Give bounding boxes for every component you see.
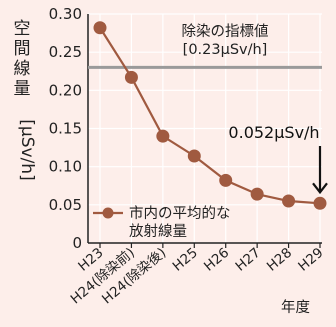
data-point (93, 21, 107, 35)
reference-value-label: [0.23μSv/h] (183, 42, 268, 58)
y-axis-title-char: 間 (14, 39, 31, 59)
y-tick-label: 0.25 (49, 43, 82, 61)
x-axis-title: 年度 (281, 299, 310, 316)
legend-label: 市内の平均的な (129, 205, 231, 222)
y-axis-title-char: 線 (14, 59, 31, 79)
y-tick-label: 0.05 (49, 196, 82, 214)
y-tick-label: 0.30 (49, 5, 82, 23)
data-point (282, 194, 296, 208)
y-tick-label: 0.10 (49, 158, 82, 176)
y-axis-title-char: 空 (14, 19, 31, 39)
legend-label-line2: 放射線量 (129, 223, 187, 240)
series-layer (93, 21, 327, 210)
y-axis-unit: [μSv/h] (17, 119, 37, 180)
legend-marker (102, 207, 114, 219)
data-point (313, 196, 327, 210)
data-point (250, 187, 264, 201)
data-point (124, 70, 138, 84)
y-axis-title-char: 量 (14, 79, 31, 99)
grid-layer (88, 13, 322, 243)
data-point (187, 149, 201, 163)
y-tick-label: 0 (72, 234, 82, 252)
y-tick-label: 0.15 (49, 120, 82, 138)
reference-label: 除染の指標値 (182, 23, 269, 40)
annotation-label: 0.052μSv/h (228, 123, 319, 142)
y-tick-label: 0.20 (49, 81, 82, 99)
annotation-arrow-head (312, 182, 328, 195)
data-point (219, 173, 233, 187)
data-point (156, 129, 170, 143)
axis-layer (87, 14, 322, 248)
